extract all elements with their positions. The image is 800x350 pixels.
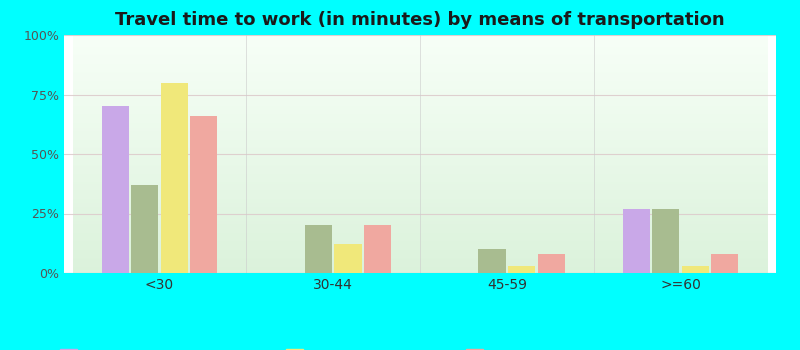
Bar — [711, 254, 738, 273]
Bar — [622, 209, 650, 273]
Bar — [131, 185, 158, 273]
Bar — [102, 106, 129, 273]
Bar — [334, 244, 362, 273]
Bar — [508, 266, 535, 273]
Bar — [538, 254, 565, 273]
Legend: Public transportation - Enterprise, Public transportation - Alabama, Other means: Public transportation - Enterprise, Publ… — [55, 344, 629, 350]
Bar — [190, 116, 218, 273]
Bar — [305, 225, 332, 273]
Title: Travel time to work (in minutes) by means of transportation: Travel time to work (in minutes) by mean… — [115, 11, 725, 29]
Bar — [478, 249, 506, 273]
Bar — [161, 83, 188, 273]
Bar — [652, 209, 679, 273]
Bar — [364, 225, 391, 273]
Bar — [682, 266, 709, 273]
